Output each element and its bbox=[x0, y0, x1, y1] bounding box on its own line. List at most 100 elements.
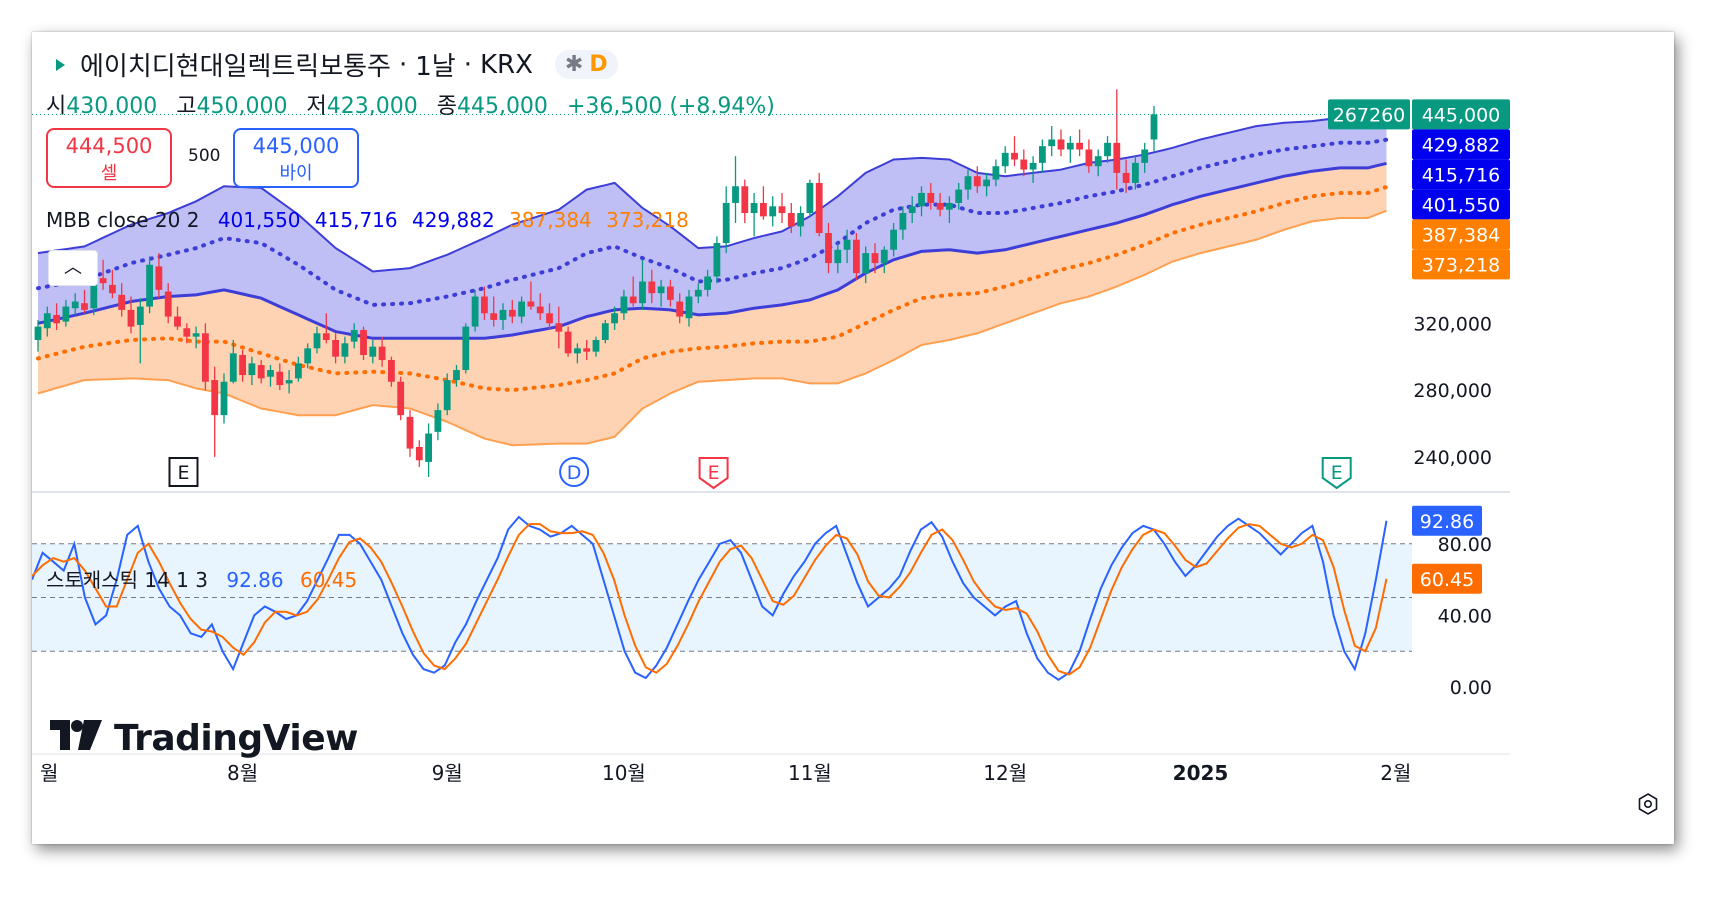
settings-gear-icon[interactable] bbox=[1636, 792, 1660, 816]
candle bbox=[676, 293, 684, 324]
stochastic-legend[interactable]: 스토캐스틱 14 1 3 92.86 60.45 bbox=[46, 564, 357, 593]
candle-body bbox=[1048, 139, 1056, 147]
candle bbox=[350, 323, 358, 349]
candle bbox=[229, 339, 237, 384]
stoch-axis-label: 92.86 bbox=[1412, 505, 1482, 536]
candle bbox=[657, 279, 665, 307]
sell-label: 셀 bbox=[100, 163, 118, 184]
candle-body bbox=[1113, 142, 1121, 173]
candle bbox=[667, 279, 674, 307]
event-marker-letter: E bbox=[177, 462, 189, 484]
collapse-legend-button[interactable]: ︿ bbox=[48, 250, 98, 286]
candle bbox=[964, 169, 972, 200]
candle bbox=[285, 370, 293, 394]
candle-body bbox=[927, 192, 935, 203]
time-axis-label: 11월 bbox=[788, 761, 832, 785]
price-label-bg bbox=[1412, 249, 1510, 280]
candle-body bbox=[611, 313, 618, 324]
chart-canvas[interactable]: 240,000 280,000 320,000 267260 445,000 429,88… bbox=[32, 32, 1674, 844]
buy-button[interactable]: 445,000 바이 bbox=[233, 128, 359, 188]
candle-body bbox=[1094, 156, 1102, 167]
candle-body bbox=[127, 309, 135, 327]
candle-body bbox=[462, 326, 470, 371]
candle-body bbox=[257, 365, 265, 379]
candle bbox=[434, 403, 442, 441]
candle-body bbox=[369, 346, 377, 357]
candle bbox=[127, 296, 135, 334]
candle bbox=[574, 343, 581, 364]
candle bbox=[62, 299, 70, 327]
candle bbox=[564, 326, 572, 357]
candle bbox=[99, 259, 107, 290]
candle-body bbox=[546, 313, 553, 324]
mbb-legend[interactable]: MBB close 20 2 401,550 415,716 429,882 3… bbox=[46, 208, 689, 232]
candle bbox=[481, 286, 488, 320]
candle bbox=[443, 373, 451, 416]
candle-body bbox=[1122, 172, 1130, 183]
candle-body bbox=[1150, 114, 1158, 140]
interval-label[interactable]: 1날 bbox=[415, 52, 456, 82]
candle-body bbox=[81, 303, 88, 310]
candle-body bbox=[1132, 162, 1139, 183]
candle bbox=[1039, 139, 1046, 173]
candle-body bbox=[202, 333, 209, 382]
candle-body bbox=[406, 416, 414, 449]
candle bbox=[397, 376, 405, 421]
price-label-text: 415,716 bbox=[1422, 164, 1501, 186]
sell-button[interactable]: 444,500 셀 bbox=[46, 128, 172, 188]
stoch-label-bg bbox=[1412, 563, 1482, 594]
candle bbox=[453, 365, 460, 387]
candle-body bbox=[211, 380, 219, 416]
candle bbox=[713, 236, 721, 284]
candle bbox=[704, 269, 711, 297]
candle bbox=[973, 166, 981, 193]
candle bbox=[202, 323, 209, 391]
buy-price: 445,000 bbox=[252, 134, 340, 158]
candle-body bbox=[583, 348, 591, 352]
candle bbox=[871, 243, 879, 274]
candle-body bbox=[732, 186, 739, 203]
change-value: +36,500 (+8.94%) bbox=[566, 94, 775, 119]
countdown-text: 267260 bbox=[1333, 104, 1406, 126]
ohlc-legend: 시430,000 고450,000 저423,000 종445,000 +36,… bbox=[46, 88, 787, 120]
candle-body bbox=[806, 182, 814, 213]
candle bbox=[639, 259, 646, 310]
event-marker: D bbox=[559, 457, 590, 487]
price-label-bg bbox=[1412, 129, 1510, 160]
open-label: 시 bbox=[46, 94, 67, 119]
symbol-name[interactable]: 에이치디현대일렉트릭보통주 bbox=[80, 52, 391, 82]
candle bbox=[53, 303, 60, 330]
candle bbox=[806, 179, 814, 217]
tradingview-logo[interactable]: TradingView bbox=[50, 718, 358, 759]
candle bbox=[43, 306, 51, 337]
candle-body bbox=[90, 276, 98, 309]
candle bbox=[118, 283, 126, 317]
candle bbox=[499, 303, 507, 330]
open-value: 430,000 bbox=[66, 94, 158, 119]
candle bbox=[1001, 146, 1009, 173]
price-axis-tick: 280,000 bbox=[1413, 380, 1492, 402]
candle bbox=[685, 289, 693, 327]
candle bbox=[750, 192, 758, 237]
event-marker: E bbox=[168, 457, 199, 487]
candle-body bbox=[536, 306, 544, 314]
candle-body bbox=[1085, 149, 1093, 167]
candle-body bbox=[174, 316, 181, 327]
candle-body bbox=[629, 296, 637, 304]
candle bbox=[546, 303, 553, 330]
candle-body bbox=[443, 380, 451, 411]
candle-body bbox=[434, 410, 442, 432]
price-label-bg bbox=[1412, 99, 1510, 130]
candle-body bbox=[34, 326, 42, 340]
tradingview-mark-icon bbox=[50, 719, 102, 759]
candle bbox=[1057, 129, 1065, 157]
candle-body bbox=[341, 343, 349, 357]
candle bbox=[1048, 126, 1056, 157]
candle bbox=[769, 196, 777, 227]
time-axis-label: 12월 bbox=[983, 761, 1027, 785]
market-status-icon[interactable] bbox=[50, 54, 70, 75]
price-label-text: 445,000 bbox=[1422, 104, 1501, 126]
candle bbox=[508, 299, 516, 324]
data-status-badge[interactable]: ✱ D bbox=[554, 50, 618, 79]
candle-body bbox=[499, 309, 507, 320]
